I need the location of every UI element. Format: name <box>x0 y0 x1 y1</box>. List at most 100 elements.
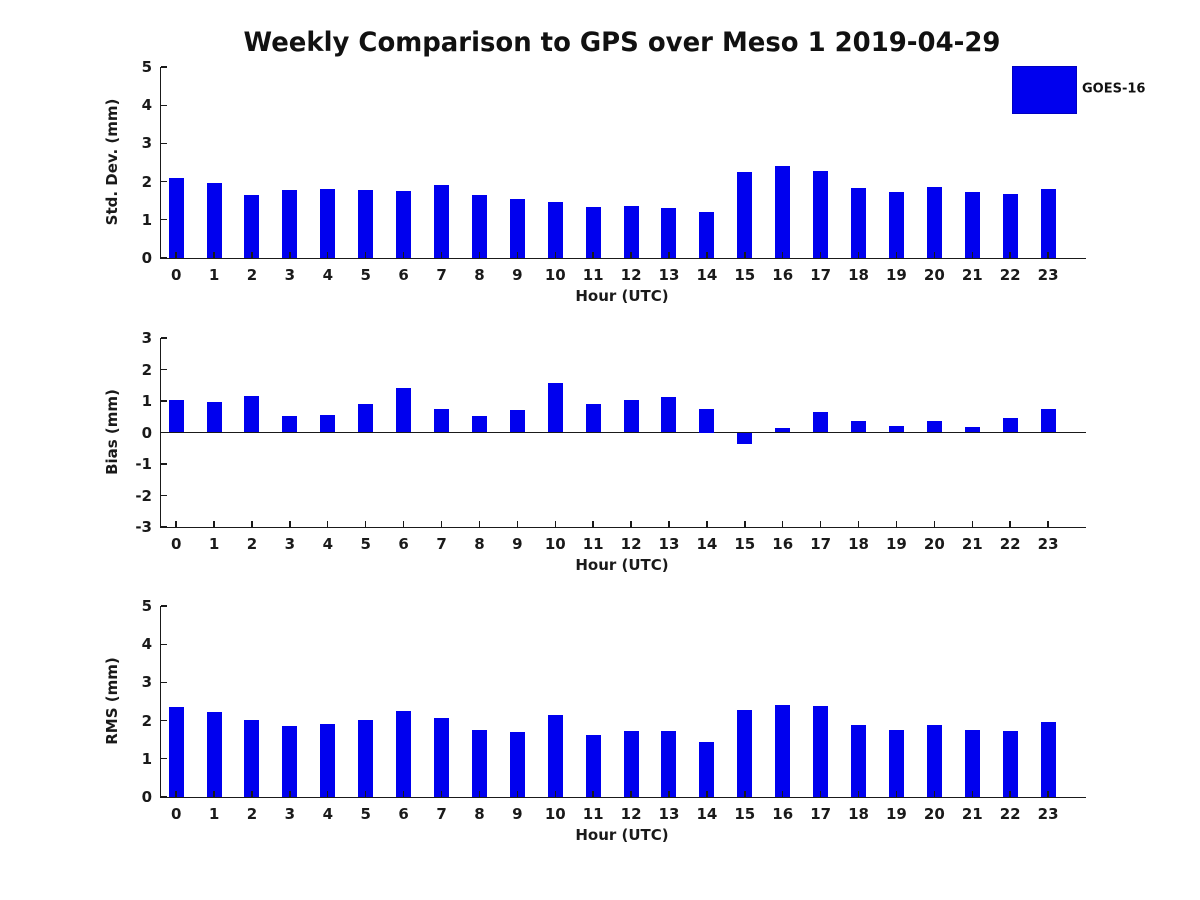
x-tick-label: 16 <box>772 805 794 823</box>
bar-hour-11 <box>585 735 601 797</box>
x-tick-label: 17 <box>810 266 832 284</box>
bar-hour-0 <box>168 707 184 797</box>
y-tick-label: 4 <box>141 635 152 654</box>
chart-title: Weekly Comparison to GPS over Meso 1 201… <box>243 27 1001 58</box>
bar-hour-7 <box>434 717 450 797</box>
x-tick <box>516 521 519 527</box>
bar-hour-17 <box>813 411 829 433</box>
x-tick <box>744 791 746 797</box>
zero-line <box>161 431 1086 434</box>
x-tick-label: 18 <box>848 805 869 823</box>
bar-hour-15 <box>737 709 753 797</box>
x-tick-label: 14 <box>696 266 718 284</box>
x-tick-label: 15 <box>734 805 756 823</box>
y-tick-label: 0 <box>141 249 152 267</box>
x-tick-label: 5 <box>360 535 371 553</box>
bar-hour-23 <box>1040 189 1056 258</box>
x-tick-label: 14 <box>696 535 718 553</box>
y-tick <box>161 368 167 371</box>
x-tick-label: 15 <box>734 266 756 284</box>
x-tick-label: 6 <box>398 266 409 284</box>
x-tick-label: 16 <box>772 266 794 284</box>
stddev-y-axis-label: Std. Dev. (mm) <box>103 98 121 226</box>
y-tick <box>161 431 167 434</box>
y-tick <box>161 142 167 145</box>
x-tick-label: 3 <box>284 535 296 553</box>
x-tick-label: 11 <box>582 535 604 553</box>
bar-hour-9 <box>509 732 525 797</box>
y-tick-label: 1 <box>141 749 152 768</box>
x-tick <box>857 791 860 797</box>
y-tick <box>161 66 167 68</box>
bar-hour-1 <box>206 182 222 258</box>
bar-hour-15 <box>737 172 753 258</box>
stddev-x-axis-label: Hour (UTC) <box>575 287 669 305</box>
bar-hour-5 <box>358 720 374 797</box>
x-tick <box>327 791 329 797</box>
bar-hour-19 <box>888 730 904 797</box>
x-tick-label: 9 <box>512 805 523 823</box>
y-tick <box>161 494 167 497</box>
x-tick <box>592 521 594 527</box>
bar-hour-5 <box>358 404 374 433</box>
x-tick <box>895 521 898 527</box>
bar-hour-4 <box>320 415 336 433</box>
x-tick-label: 0 <box>170 266 182 284</box>
bar-hour-2 <box>244 720 260 797</box>
bar-hour-13 <box>661 207 677 258</box>
x-tick-label: 21 <box>961 805 983 823</box>
x-tick <box>1047 791 1049 797</box>
x-tick-label: 12 <box>620 805 642 823</box>
y-tick <box>161 219 167 221</box>
y-tick <box>161 257 167 259</box>
x-tick-label: 4 <box>322 535 334 553</box>
y-tick-label: -1 <box>135 455 152 473</box>
bar-hour-16 <box>775 704 791 797</box>
y-tick-label: 4 <box>141 96 152 115</box>
bar-hour-23 <box>1040 409 1056 433</box>
x-tick-label: 2 <box>246 805 258 823</box>
x-tick-label: 7 <box>436 535 447 553</box>
y-tick-label: 3 <box>141 329 152 347</box>
x-tick-label: 14 <box>696 805 718 823</box>
x-tick-label: 21 <box>961 266 983 284</box>
x-tick-label: 12 <box>620 535 642 553</box>
x-tick-label: 1 <box>208 266 220 284</box>
x-tick-label: 2 <box>246 266 258 284</box>
x-tick <box>251 252 253 258</box>
x-tick <box>478 521 481 527</box>
bar-hour-20 <box>926 724 942 797</box>
x-tick-label: 20 <box>923 805 945 823</box>
x-tick-label: 20 <box>923 266 945 284</box>
bar-hour-1 <box>206 712 222 797</box>
bar-hour-10 <box>547 202 563 258</box>
y-tick <box>161 526 167 528</box>
x-tick <box>857 252 860 258</box>
y-tick <box>161 758 167 760</box>
x-tick <box>933 791 936 797</box>
x-tick-label: 7 <box>436 805 447 823</box>
x-tick-label: 4 <box>322 266 334 284</box>
x-tick <box>402 521 405 527</box>
x-tick-label: 19 <box>886 805 907 823</box>
bar-hour-3 <box>282 725 298 797</box>
bar-hour-21 <box>964 729 980 797</box>
x-tick-label: 3 <box>284 266 296 284</box>
x-tick <box>819 252 822 258</box>
x-tick <box>365 521 367 527</box>
x-tick <box>1009 791 1011 797</box>
x-tick <box>819 521 822 527</box>
rms-x-axis-label: Hour (UTC) <box>575 826 669 844</box>
y-tick-label: 2 <box>141 360 152 379</box>
bar-hour-12 <box>623 205 639 258</box>
bar-hour-18 <box>851 421 867 433</box>
x-tick-label: 9 <box>512 535 523 553</box>
x-tick <box>1009 521 1011 527</box>
y-tick-label: 0 <box>141 423 152 442</box>
x-tick <box>857 521 860 527</box>
y-tick <box>161 719 167 722</box>
x-tick <box>289 252 291 258</box>
bar-hour-4 <box>320 724 336 797</box>
bar-hour-17 <box>813 170 829 258</box>
